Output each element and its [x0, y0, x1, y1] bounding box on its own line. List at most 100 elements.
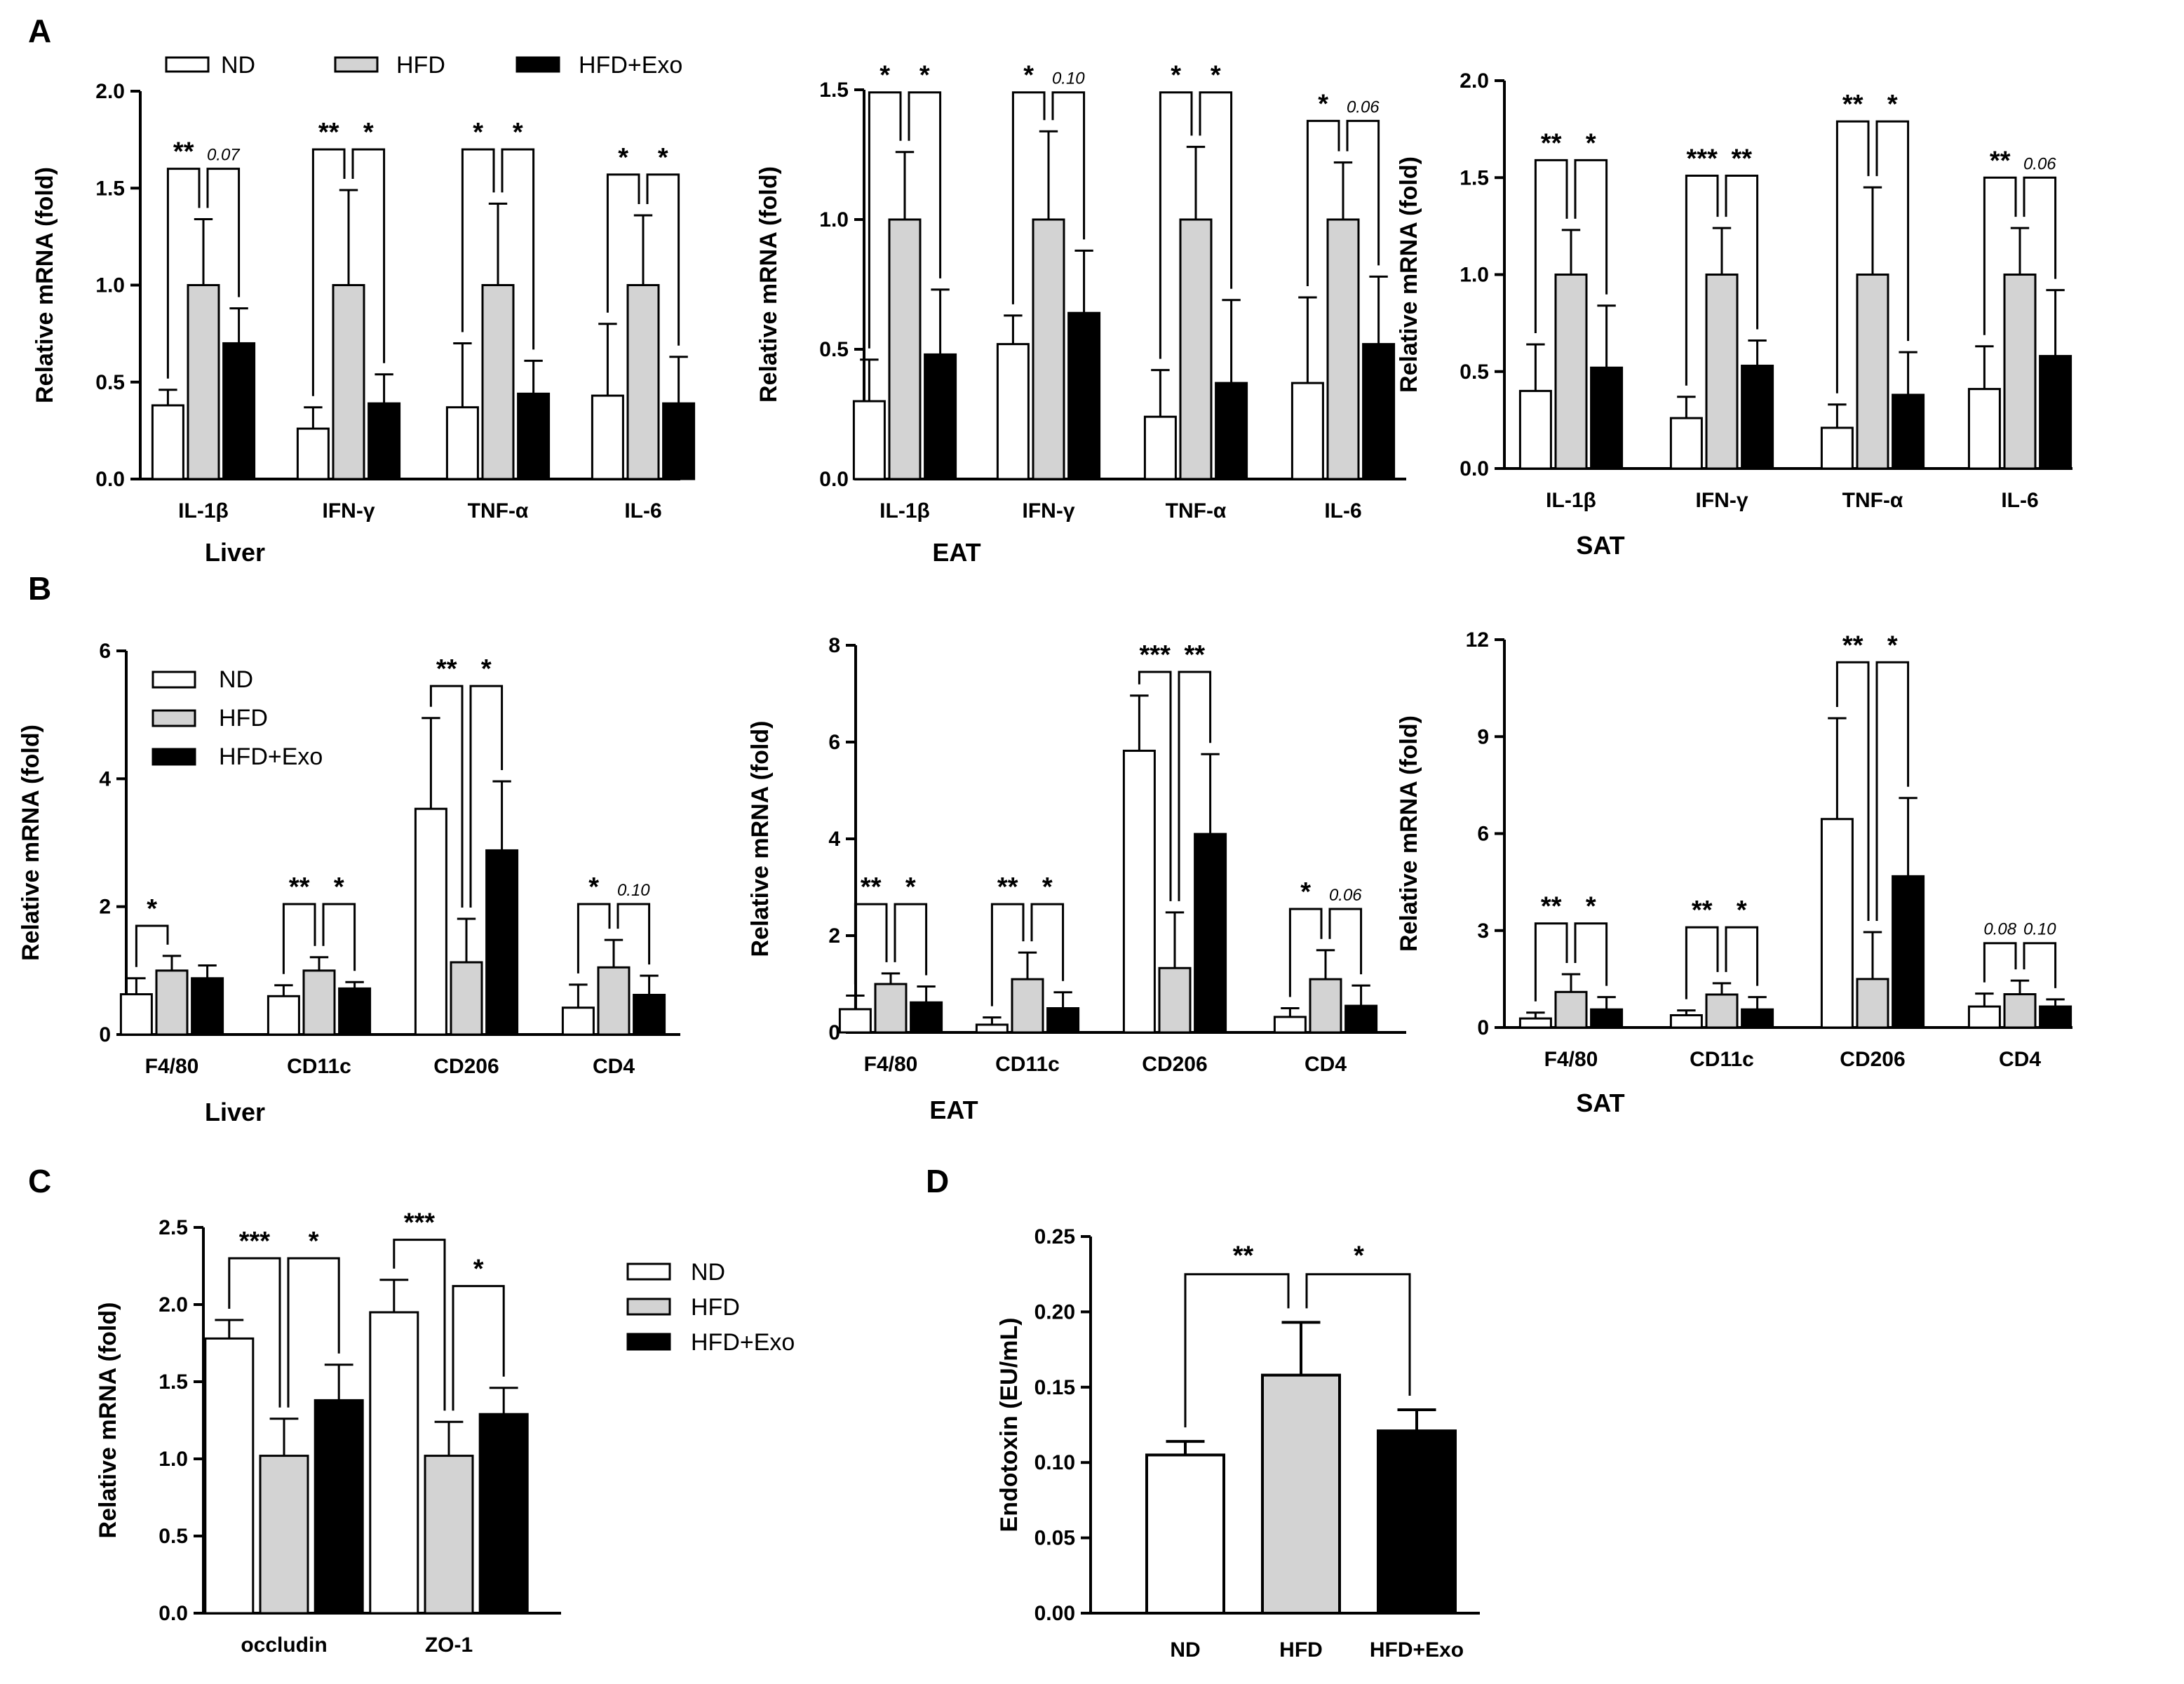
category-label: F4/80: [1544, 1048, 1598, 1071]
bar-hfd: [2003, 993, 2037, 1029]
significance-label: *: [1023, 61, 1034, 90]
significance-label: 0.10: [2023, 920, 2056, 939]
bar-nd: [1518, 389, 1552, 470]
y-tick-label: 12: [1466, 628, 1489, 652]
bar-hfd-exo: [222, 342, 256, 480]
bar-hfd-exo: [1741, 364, 1774, 470]
significance-label: **: [997, 873, 1018, 902]
legend-panel-c: ND HFD HFD+Exo: [626, 1259, 795, 1356]
y-axis-title: Endotoxin (EU/mL): [996, 1318, 1023, 1533]
legend-label-hfd: HFD: [396, 52, 445, 79]
bar-nd: [996, 343, 1030, 480]
legend-swatch-hfd-exo: [151, 748, 196, 766]
category-label: IFN-γ: [323, 499, 375, 523]
category-label: IL-1β: [1546, 489, 1596, 512]
significance-bracket: [1574, 159, 1608, 295]
bar-hfd: [874, 983, 908, 1034]
bar-hfd: [332, 284, 365, 480]
significance-label: ***: [239, 1227, 271, 1256]
significance-bracket: [868, 91, 902, 349]
category-label: occludin: [241, 1634, 327, 1657]
y-tick-label: 1.0: [1460, 264, 1489, 287]
significance-bracket: [501, 148, 535, 350]
y-tick-label: 2.5: [159, 1216, 188, 1239]
x-axis-title: SAT: [1576, 1089, 1624, 1117]
category-label: CD11c: [995, 1053, 1060, 1076]
y-tick-label: 0.0: [159, 1602, 188, 1625]
legend-label-nd: ND: [219, 666, 253, 693]
significance-label: **: [289, 873, 310, 902]
bar-hfd-exo: [1046, 1007, 1080, 1034]
bar-nd: [119, 993, 153, 1036]
bar-hfd: [1326, 218, 1360, 480]
bar-hfd: [1705, 993, 1739, 1029]
y-tick-label: 0.10: [1034, 1451, 1075, 1474]
y-tick-label: 1.5: [819, 79, 849, 102]
bar-nd: [204, 1337, 255, 1615]
category-label: CD4: [1999, 1048, 2041, 1071]
significance-bracket: [429, 685, 464, 908]
significance-label: 0.10: [617, 881, 650, 900]
significance-label: *: [363, 118, 374, 147]
chart-a3: 0.0 0.5 1.0 1.5 2.0 Relative mRNA (fold) IL-1β…: [1396, 69, 2072, 560]
bar-hfd-exo: [314, 1399, 364, 1615]
bar-nd: [852, 400, 886, 480]
significance-bracket: [894, 903, 928, 976]
category-label: IL-6: [1324, 499, 1361, 523]
legend-label-nd: ND: [691, 1259, 725, 1286]
y-tick-label: 6: [828, 731, 840, 754]
significance-bracket: [2023, 942, 2057, 988]
y-axis-title: Relative mRNA (fold): [755, 166, 782, 403]
significance-bracket: [990, 903, 1025, 1006]
bar-hfd-exo: [485, 849, 519, 1036]
bar-hfd-exo: [1067, 311, 1101, 480]
significance-label: *: [1586, 128, 1596, 158]
significance-label: **: [1842, 90, 1863, 119]
bar-nd: [445, 406, 479, 480]
significance-label: *: [1211, 61, 1221, 90]
bar-nd: [414, 807, 447, 1036]
significance-bracket: [2023, 176, 2057, 279]
bar-nd: [1669, 417, 1703, 470]
significance-label: **: [1185, 640, 1206, 670]
category-label: IL-1β: [178, 499, 229, 523]
y-tick-label: 1.0: [95, 274, 125, 297]
legends-group: ND HFD HFD+Exo ND HFD HFD+Exo ND HFD HFD+Exo: [151, 52, 795, 1356]
y-axis-title: Relative mRNA (fold): [1396, 715, 1422, 952]
significance-label: *: [1042, 873, 1053, 902]
significance-bracket: [1199, 91, 1233, 289]
legend-panel-b: ND HFD HFD+Exo: [151, 666, 323, 770]
chart-c: 0.0 0.5 1.0 1.5 2.0 2.5 Relative mRNA (fold) Co…: [28, 1163, 561, 1657]
legend-swatch-nd: [151, 671, 196, 689]
significance-bracket: [1983, 176, 2017, 335]
bar-hfd: [1856, 274, 1889, 470]
bar-hfd-exo: [1344, 1004, 1378, 1034]
bar-hfd: [1158, 966, 1192, 1034]
significance-label: *: [1586, 892, 1596, 922]
bar-hfd: [1554, 990, 1588, 1029]
significance-label: *: [334, 873, 344, 902]
y-tick-label: 0.15: [1034, 1376, 1075, 1399]
y-tick-label: 6: [1477, 823, 1489, 846]
y-tick-label: 1.5: [95, 177, 125, 200]
bar-hfd: [481, 284, 515, 480]
significance-bracket: [577, 903, 611, 974]
bar-hfd-exo: [478, 1413, 529, 1615]
significance-label: 0.06: [1329, 886, 1362, 905]
legend-label-nd: ND: [221, 52, 255, 79]
significance-bracket: [1346, 119, 1380, 266]
legend-label-hfd-exo: HFD+Exo: [691, 1329, 795, 1356]
bar-nd: [838, 1008, 872, 1034]
y-axis-title: Relative mRNA (fold): [747, 721, 774, 957]
category-label: CD4: [1305, 1053, 1347, 1076]
bar-nd: [1518, 1017, 1552, 1029]
bar-hfd: [155, 969, 189, 1036]
significance-label: **: [1692, 896, 1713, 925]
significance-bracket: [1875, 120, 1910, 342]
significance-label: *: [1887, 631, 1898, 660]
significance-label: *: [1737, 896, 1747, 925]
significance-label: *: [1300, 877, 1311, 907]
category-label: CD206: [1840, 1048, 1905, 1071]
bar-hfd-exo: [662, 402, 696, 480]
chart-a1: 0.0 0.5 1.0 1.5 2.0 Relative mRNA (fold) A IL-1…: [28, 13, 696, 567]
